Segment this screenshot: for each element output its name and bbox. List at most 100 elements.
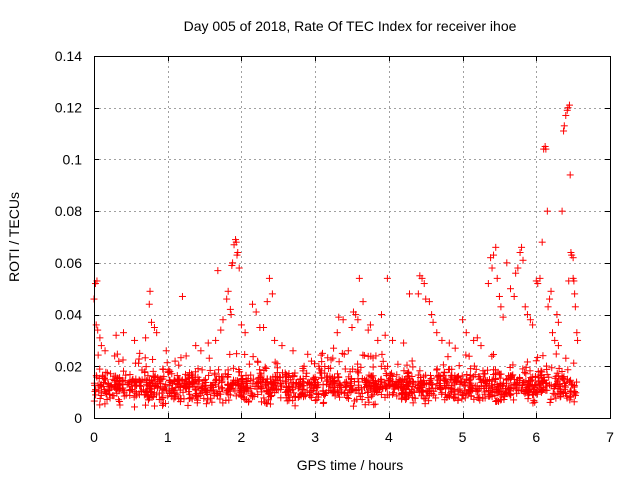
data-point [190,376,198,384]
data-point [347,382,355,390]
data-point [226,385,234,393]
data-point [529,321,537,329]
data-point [130,393,138,401]
data-point [442,385,450,393]
data-point [107,370,115,378]
data-point [303,369,311,377]
data-point [189,372,197,380]
data-point [321,363,329,371]
data-point [426,371,434,379]
data-point [299,385,307,393]
data-point [126,387,134,395]
data-point [212,390,220,398]
data-point [522,370,530,378]
data-point [112,383,120,391]
data-point [124,379,132,387]
data-point [516,375,524,383]
data-point [353,386,361,394]
data-point [377,378,385,386]
data-point [420,280,428,288]
data-point [304,378,312,386]
data-point [335,390,343,398]
data-point [265,274,273,282]
data-point [218,373,226,381]
data-point [536,274,544,282]
data-point [522,386,530,394]
data-point [408,357,416,365]
data-point [342,383,350,391]
data-point [271,336,279,344]
data-point [534,280,542,288]
data-point [338,349,346,357]
data-point [411,394,419,402]
data-point [507,374,515,382]
data-point [100,375,108,383]
data-point [200,394,208,402]
data-point [475,373,483,381]
data-point [488,352,496,360]
data-point [223,295,231,303]
data-point [433,380,441,388]
data-point [465,377,473,385]
data-point [512,269,520,277]
data-point [340,350,348,358]
x-tick-label: 5 [459,429,467,445]
x-tick-label: 4 [385,429,393,445]
data-point [518,243,526,251]
data-point [438,336,446,344]
data-point [272,377,280,385]
data-point [400,385,408,393]
data-point [506,285,514,293]
data-point [409,399,417,407]
data-point [367,373,375,381]
data-point [130,403,138,411]
data-point [484,280,492,288]
data-point [521,368,529,376]
data-point [226,350,234,358]
data-point [364,352,372,360]
data-point [526,367,534,375]
data-point [538,387,546,395]
data-point [317,351,325,359]
data-point [471,371,479,379]
data-point [116,381,124,389]
data-point [256,366,264,374]
data-point [571,391,579,399]
data-point [240,394,248,402]
data-point [333,329,341,337]
data-point [282,388,290,396]
data-point [289,347,297,355]
data-point [162,347,170,355]
data-point [209,384,217,392]
data-point [448,365,456,373]
data-point [245,398,253,406]
data-point [146,287,154,295]
data-point [96,394,104,402]
data-point [358,396,366,404]
data-point [115,357,123,365]
data-point [282,377,290,385]
y-tick-label: 0.06 [55,255,82,271]
data-point [178,292,186,300]
data-point [150,393,158,401]
data-point [418,274,426,282]
data-point [235,366,243,374]
data-point [543,382,551,390]
data-point [405,377,413,385]
data-point [159,400,167,408]
data-point [519,256,527,264]
data-point [510,396,518,404]
data-point [298,389,306,397]
data-point [319,349,327,357]
data-point [320,398,328,406]
y-tick-label: 0.08 [55,203,82,219]
data-point [102,368,110,376]
data-point [347,375,355,383]
data-point [201,375,209,383]
data-point [432,394,440,402]
data-point [377,362,385,370]
data-point [364,387,372,395]
data-point [138,376,146,384]
data-point [144,372,152,380]
data-point [186,395,194,403]
